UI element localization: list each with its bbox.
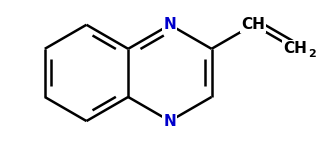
Text: 2: 2 <box>308 49 316 59</box>
Text: CH: CH <box>241 17 265 32</box>
Text: N: N <box>164 17 176 32</box>
Text: N: N <box>164 114 176 129</box>
Text: CH: CH <box>283 41 307 56</box>
